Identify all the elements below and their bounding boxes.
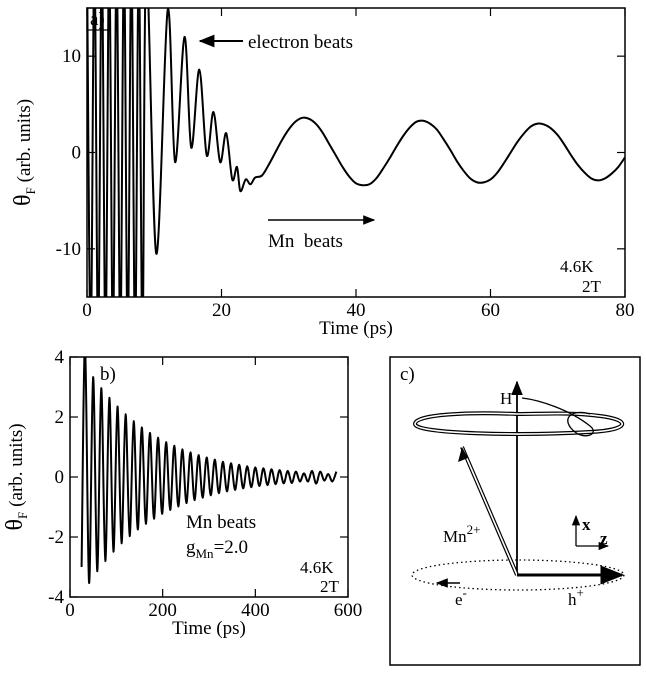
label: e-: [455, 585, 467, 609]
x-axis-label: Time (ps): [172, 618, 246, 639]
label: h: [568, 590, 577, 609]
annotation: electron beats: [248, 32, 353, 53]
y-axis-label: (arb. units): [6, 423, 27, 506]
y-axis-label: θ: [10, 195, 36, 207]
x-tick-label: 400: [241, 600, 270, 621]
annotation: 4.6K: [300, 558, 334, 577]
label: x: [582, 515, 591, 534]
annotation: 4.6K: [560, 257, 594, 276]
annotation: =2.0: [214, 537, 248, 558]
y-axis-label: θF (arb. units): [2, 423, 30, 530]
annotation: g: [186, 537, 196, 558]
label: Mn2+: [443, 522, 480, 546]
annotation: 2T: [582, 277, 602, 296]
spin-arrow: [461, 446, 518, 576]
y-tick-label: 10: [62, 46, 81, 67]
label: -: [463, 585, 467, 600]
x-tick-label: 600: [334, 600, 363, 621]
y-axis-label: θF (arb. units): [10, 99, 38, 206]
panel-label: c): [400, 364, 415, 385]
x-tick-label: 0: [65, 600, 75, 621]
x-tick-label: 200: [148, 600, 177, 621]
y-tick-label: 4: [55, 347, 65, 368]
annotation: Mn: [196, 546, 215, 561]
data-line: [80, 357, 338, 584]
spin-arrow: [458, 447, 468, 462]
label: H: [500, 389, 512, 408]
label: e: [455, 590, 463, 609]
y-axis-label: F: [23, 187, 38, 194]
x-tick-label: 20: [212, 300, 231, 321]
y-tick-label: -4: [48, 587, 64, 608]
y-tick-label: 2: [55, 407, 65, 428]
label: h+: [568, 585, 584, 609]
label: 2+: [467, 522, 481, 537]
annotation: gMn=2.0: [186, 537, 248, 561]
y-axis-label: θ: [2, 519, 28, 531]
y-axis-label: F: [15, 512, 30, 519]
data-line: [87, 8, 625, 297]
x-tick-label: 60: [481, 300, 500, 321]
precession-loop: [414, 412, 623, 435]
plot-frame: [86, 7, 626, 298]
panel-label: b): [100, 364, 116, 385]
label: z: [600, 529, 608, 548]
x-tick-label: 80: [616, 300, 635, 321]
label: Mn: [443, 527, 467, 546]
x-tick-label: 0: [82, 300, 92, 321]
x-axis-label: Time (ps): [319, 318, 393, 339]
x-tick-label: 40: [347, 300, 366, 321]
plot-frame: [69, 356, 349, 598]
y-tick-label: 0: [55, 467, 65, 488]
label: +: [577, 585, 584, 600]
y-tick-label: 0: [72, 143, 82, 164]
annotation: Mn beats: [268, 231, 343, 252]
annotation: 2T: [320, 577, 340, 596]
y-axis-label: (arb. units): [14, 99, 35, 182]
y-tick-label: -2: [48, 527, 64, 548]
y-tick-label: -10: [56, 239, 81, 260]
annotation: Mn beats: [186, 512, 256, 533]
diagram-frame: [389, 356, 641, 666]
precession-loop: [521, 397, 594, 437]
